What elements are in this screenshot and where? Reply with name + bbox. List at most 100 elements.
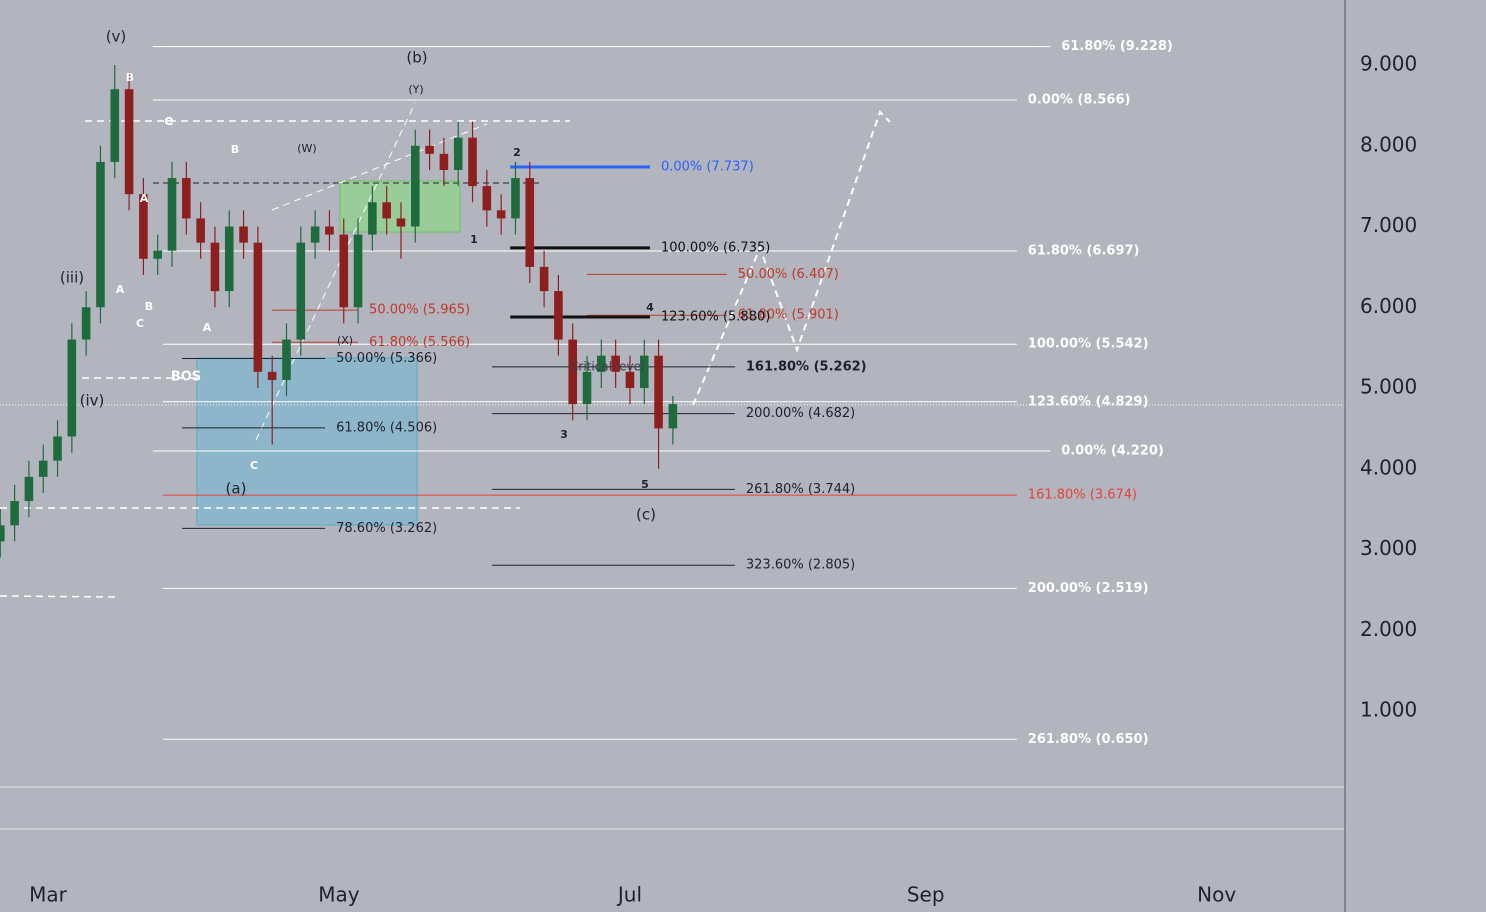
candle-body bbox=[24, 476, 34, 502]
channel-line bbox=[271, 123, 488, 211]
wave-label: e bbox=[164, 113, 174, 129]
x-tick-label: Nov bbox=[1197, 883, 1236, 907]
candles bbox=[0, 65, 678, 558]
fib-label: 261.80% (3.744) bbox=[746, 482, 855, 497]
wave-label: (b) bbox=[406, 49, 427, 67]
candle-body bbox=[453, 137, 463, 170]
candle-body bbox=[210, 242, 220, 292]
wave-label: B bbox=[231, 143, 239, 156]
fib-label: 78.60% (3.262) bbox=[336, 521, 437, 536]
wave-label: A bbox=[140, 192, 149, 205]
candle-body bbox=[282, 339, 291, 380]
fib-label: 61.80% (5.566) bbox=[369, 335, 470, 350]
fib-label: 123.60% (4.829) bbox=[1028, 394, 1149, 409]
demand-zone bbox=[196, 357, 418, 526]
candle-body bbox=[53, 436, 62, 461]
candle-body bbox=[224, 226, 234, 292]
projection-path bbox=[692, 110, 891, 406]
wave-label: (Y) bbox=[408, 83, 423, 96]
wave-label: 4 bbox=[646, 301, 654, 314]
fib-label: 61.80% (4.506) bbox=[336, 420, 437, 435]
fib-label: 50.00% (5.965) bbox=[369, 303, 470, 318]
candle-body bbox=[96, 161, 105, 308]
candle-body bbox=[511, 178, 520, 219]
candle-body bbox=[153, 250, 162, 259]
candle-body bbox=[67, 339, 77, 437]
zones bbox=[196, 180, 461, 526]
fib-label: 200.00% (2.519) bbox=[1028, 581, 1149, 596]
fib-label: 261.80% (0.650) bbox=[1028, 732, 1149, 747]
candle-body bbox=[325, 226, 334, 235]
candle-body bbox=[0, 525, 5, 542]
annotations: (v) B e (b) (Y) B (W) A 2 1 (iii) A B C … bbox=[60, 28, 656, 524]
candle-body bbox=[639, 355, 649, 389]
y-tick-label: 2.000 bbox=[1360, 617, 1417, 641]
candle-body bbox=[239, 226, 248, 243]
wave-label: (iv) bbox=[80, 392, 105, 410]
wave-label: C bbox=[250, 459, 258, 472]
y-tick-label: 4.000 bbox=[1360, 455, 1417, 479]
bos-label: BOS bbox=[171, 370, 201, 385]
fib-label: 161.80% (5.262) bbox=[746, 359, 867, 374]
fib-label: 200.00% (4.682) bbox=[746, 406, 855, 421]
candle-body bbox=[182, 178, 191, 219]
candle-body bbox=[167, 178, 177, 251]
fib-label: 100.00% (5.542) bbox=[1028, 337, 1149, 352]
candle-body bbox=[38, 460, 48, 477]
y-tick-label: 8.000 bbox=[1360, 132, 1417, 156]
wave-label: (v) bbox=[106, 28, 127, 46]
y-tick-label: 1.000 bbox=[1360, 698, 1417, 722]
channel-line bbox=[255, 102, 416, 441]
fib-label: 100.00% (6.735) bbox=[661, 240, 770, 255]
candle-body bbox=[368, 202, 377, 235]
candle-body bbox=[625, 371, 635, 389]
wave-label: A bbox=[116, 283, 125, 296]
x-tick-label: May bbox=[318, 883, 360, 907]
fib-label: 323.60% (2.805) bbox=[746, 558, 855, 573]
candle-body bbox=[310, 226, 320, 243]
axes: 9.000 8.000 7.000 6.000 5.000 4.000 3.000 2.000… bbox=[29, 52, 1417, 907]
fib-label: 0.00% (4.220) bbox=[1061, 443, 1164, 458]
candle-body bbox=[482, 186, 492, 211]
candle-body bbox=[196, 218, 205, 243]
candle-body bbox=[81, 307, 91, 340]
candle-body bbox=[525, 178, 535, 267]
fib-label: 50.00% (5.366) bbox=[336, 351, 437, 366]
wave-label: (a) bbox=[226, 480, 247, 498]
wave-label: (W) bbox=[297, 142, 316, 155]
candle-body bbox=[353, 234, 363, 308]
candle-body bbox=[10, 501, 19, 526]
candle-body bbox=[439, 153, 449, 170]
candle-body bbox=[267, 371, 277, 380]
candle-body bbox=[425, 145, 434, 154]
fib-label: 61.80% (5.901) bbox=[738, 308, 839, 323]
wave-label: (X) bbox=[337, 334, 353, 347]
x-tick-label: Jul bbox=[616, 883, 642, 907]
candle-body bbox=[124, 89, 134, 195]
candle-body bbox=[554, 291, 563, 340]
wave-label: B bbox=[126, 71, 134, 84]
wave-label: (iii) bbox=[60, 269, 84, 287]
candle-body bbox=[410, 145, 420, 227]
candle-body bbox=[253, 242, 263, 372]
candle-body bbox=[654, 355, 663, 429]
fib-label: 0.00% (8.566) bbox=[1028, 93, 1131, 108]
candle-body bbox=[296, 242, 306, 340]
x-tick-label: Mar bbox=[29, 883, 68, 907]
wave-label: C bbox=[136, 317, 144, 330]
fib-label: 61.80% (9.228) bbox=[1061, 39, 1173, 54]
candle-body bbox=[496, 210, 506, 219]
wave-label: B bbox=[145, 300, 153, 313]
y-tick-label: 5.000 bbox=[1360, 375, 1417, 399]
wave-label: (c) bbox=[636, 506, 656, 524]
candle-body bbox=[568, 339, 578, 405]
dashed-level bbox=[0, 595, 118, 598]
candle-body bbox=[597, 355, 606, 372]
y-tick-label: 3.000 bbox=[1360, 536, 1417, 560]
candle-body bbox=[582, 371, 592, 405]
wave-label: 2 bbox=[513, 146, 521, 159]
candle-body bbox=[668, 404, 678, 429]
y-tick-label: 6.000 bbox=[1360, 294, 1417, 318]
candle-body bbox=[139, 194, 148, 259]
